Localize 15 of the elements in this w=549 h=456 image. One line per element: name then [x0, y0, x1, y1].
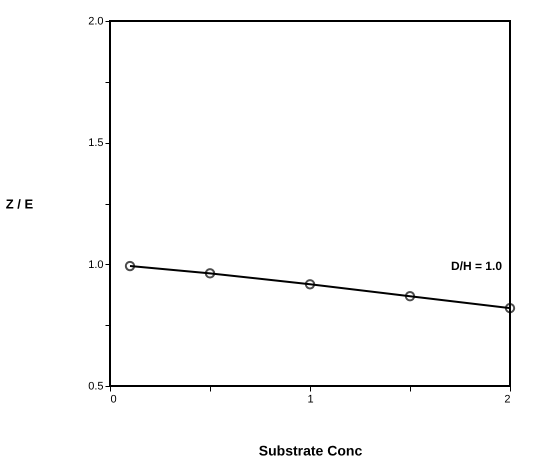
y-tick-label: 2.0	[88, 16, 104, 28]
point	[304, 279, 316, 290]
y-tick-label: 1.5	[88, 137, 104, 150]
point	[204, 268, 216, 279]
point	[404, 291, 416, 302]
x-tick-label: 2	[504, 394, 510, 406]
annotation: D/H = 1.0	[450, 259, 502, 273]
y-axis-title: Z / E	[6, 196, 34, 212]
x-axis-title: Substrate Conc	[258, 442, 362, 456]
point	[124, 260, 136, 272]
x-tick-label: 1	[307, 394, 314, 406]
x-tick-label: 0	[110, 394, 117, 406]
point	[504, 302, 516, 314]
y-tick-label: 1.0	[88, 258, 104, 271]
y-tick-label: 0.5	[88, 380, 104, 392]
